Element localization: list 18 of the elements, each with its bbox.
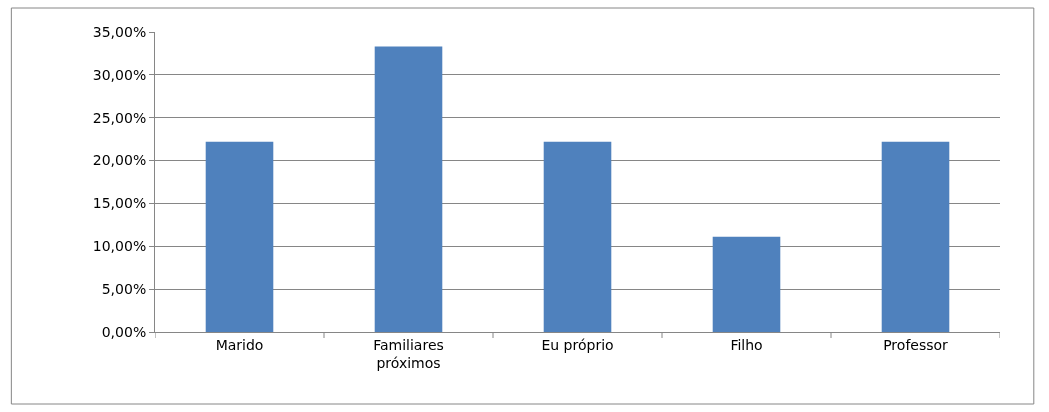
- bar: [205, 141, 274, 332]
- y-tick-label: 30,00%: [92, 66, 147, 83]
- x-tick-label: Professor: [883, 336, 949, 353]
- bar: [543, 141, 612, 332]
- bar: [712, 236, 781, 332]
- x-tick-label: Eu próprio: [541, 336, 614, 353]
- y-tick-label: 10,00%: [92, 238, 147, 255]
- x-tick-label: Marido: [215, 336, 264, 353]
- y-tick-label: 5,00%: [101, 281, 147, 298]
- y-tick-label: 25,00%: [92, 109, 147, 126]
- y-tick-label: 35,00%: [92, 23, 147, 40]
- y-tick-label: 0,00%: [101, 323, 147, 340]
- bar: [881, 141, 950, 332]
- x-tick-label: Filho: [730, 336, 763, 353]
- y-tick-label: 15,00%: [92, 195, 147, 212]
- bar: [374, 46, 443, 332]
- x-tick-label: Familiares próximos: [373, 336, 444, 371]
- y-tick-label: 20,00%: [92, 152, 147, 169]
